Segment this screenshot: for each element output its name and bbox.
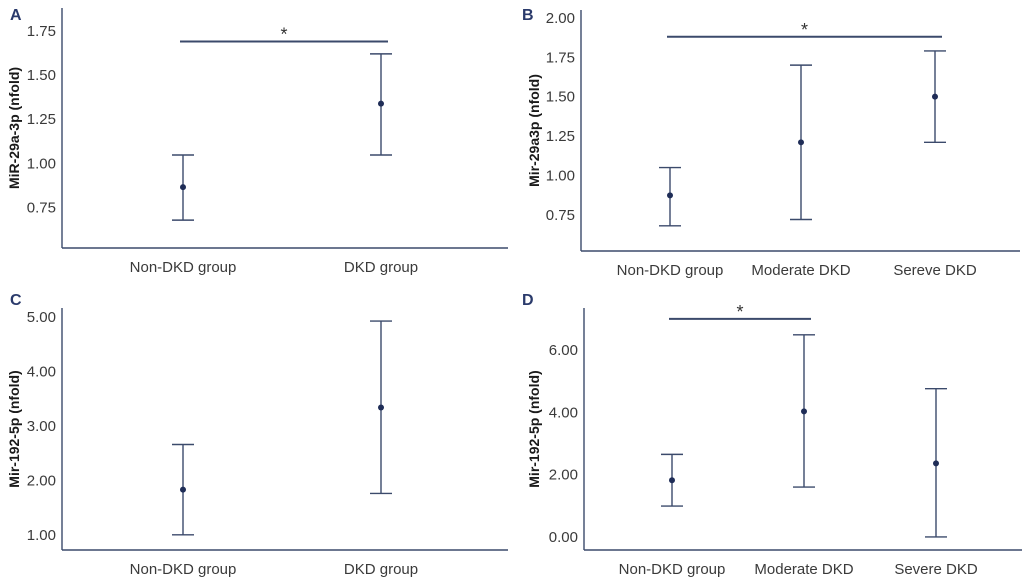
y-tick-label: 0.00	[549, 529, 578, 546]
panel-label: A	[10, 7, 22, 24]
y-tick-label: 1.00	[546, 167, 575, 184]
y-tick-label: 4.00	[549, 404, 578, 421]
y-tick-label: 1.50	[27, 67, 56, 84]
y-tick-label: 1.00	[27, 155, 56, 172]
mean-point	[801, 408, 807, 415]
mean-point	[798, 139, 804, 146]
x-category-label: Non-DKD group	[130, 561, 237, 578]
y-tick-label: 1.25	[546, 128, 575, 145]
y-tick-label: 2.00	[27, 472, 56, 489]
y-tick-label: 2.00	[546, 10, 575, 27]
y-tick-label: 6.00	[549, 342, 578, 359]
panel-d: D 0.00 2.00 4.00 6.00 Mir-192-5p (nfold) Non-D…	[522, 292, 1022, 578]
x-category-label: Moderate DKD	[751, 262, 850, 279]
mean-point	[667, 192, 673, 199]
y-tick-label: 1.75	[27, 23, 56, 40]
x-category-label: DKD group	[344, 561, 418, 578]
x-category-label: DKD group	[344, 259, 418, 276]
x-category-label: Moderate DKD	[754, 561, 853, 578]
significance-asterisk: *	[801, 20, 808, 40]
y-axis-label: Mir-192-5p (nfold)	[526, 370, 542, 487]
panel-a: A 0.75 1.00 1.25 1.50 1.75 MiR-29a-3p (nfold) N…	[6, 7, 508, 276]
y-axis-label: Mir-29a3p (nfold)	[526, 74, 542, 187]
mean-point	[932, 93, 938, 100]
y-tick-label: 2.00	[549, 467, 578, 484]
y-tick-label: 3.00	[27, 418, 56, 435]
mean-point	[180, 486, 186, 493]
x-category-label: Non-DKD group	[130, 259, 237, 276]
y-tick-label: 1.75	[546, 49, 575, 66]
y-tick-label: 4.00	[27, 364, 56, 381]
panel-label: B	[522, 7, 534, 24]
panel-c: C 1.00 2.00 3.00 4.00 5.00 Mir-192-5p (nfold) N…	[6, 292, 508, 578]
y-axis-label: MiR-29a-3p (nfold)	[6, 67, 22, 189]
y-axis-label: Mir-192-5p (nfold)	[6, 370, 22, 487]
x-category-label: Non-DKD group	[617, 262, 724, 279]
y-tick-label: 0.75	[27, 199, 56, 216]
mean-point	[180, 184, 186, 191]
mean-point	[669, 477, 675, 484]
y-tick-label: 1.25	[27, 111, 56, 128]
mean-point	[378, 100, 384, 107]
y-tick-label: 1.00	[27, 527, 56, 544]
mean-point	[933, 460, 939, 467]
x-category-label: Sereve DKD	[893, 262, 977, 279]
y-tick-label: 5.00	[27, 309, 56, 326]
significance-asterisk: *	[280, 25, 287, 45]
panel-label: C	[10, 292, 22, 309]
significance-asterisk: *	[736, 302, 743, 322]
x-category-label: Severe DKD	[894, 561, 978, 578]
panel-b: B 0.75 1.00 1.25 1.50 1.75 2.00 Mir-29a3p (nfol…	[522, 7, 1020, 279]
y-tick-label: 0.75	[546, 207, 575, 224]
mean-point	[378, 404, 384, 411]
x-category-label: Non-DKD group	[619, 561, 726, 578]
y-tick-label: 1.50	[546, 89, 575, 106]
panel-label: D	[522, 292, 534, 309]
